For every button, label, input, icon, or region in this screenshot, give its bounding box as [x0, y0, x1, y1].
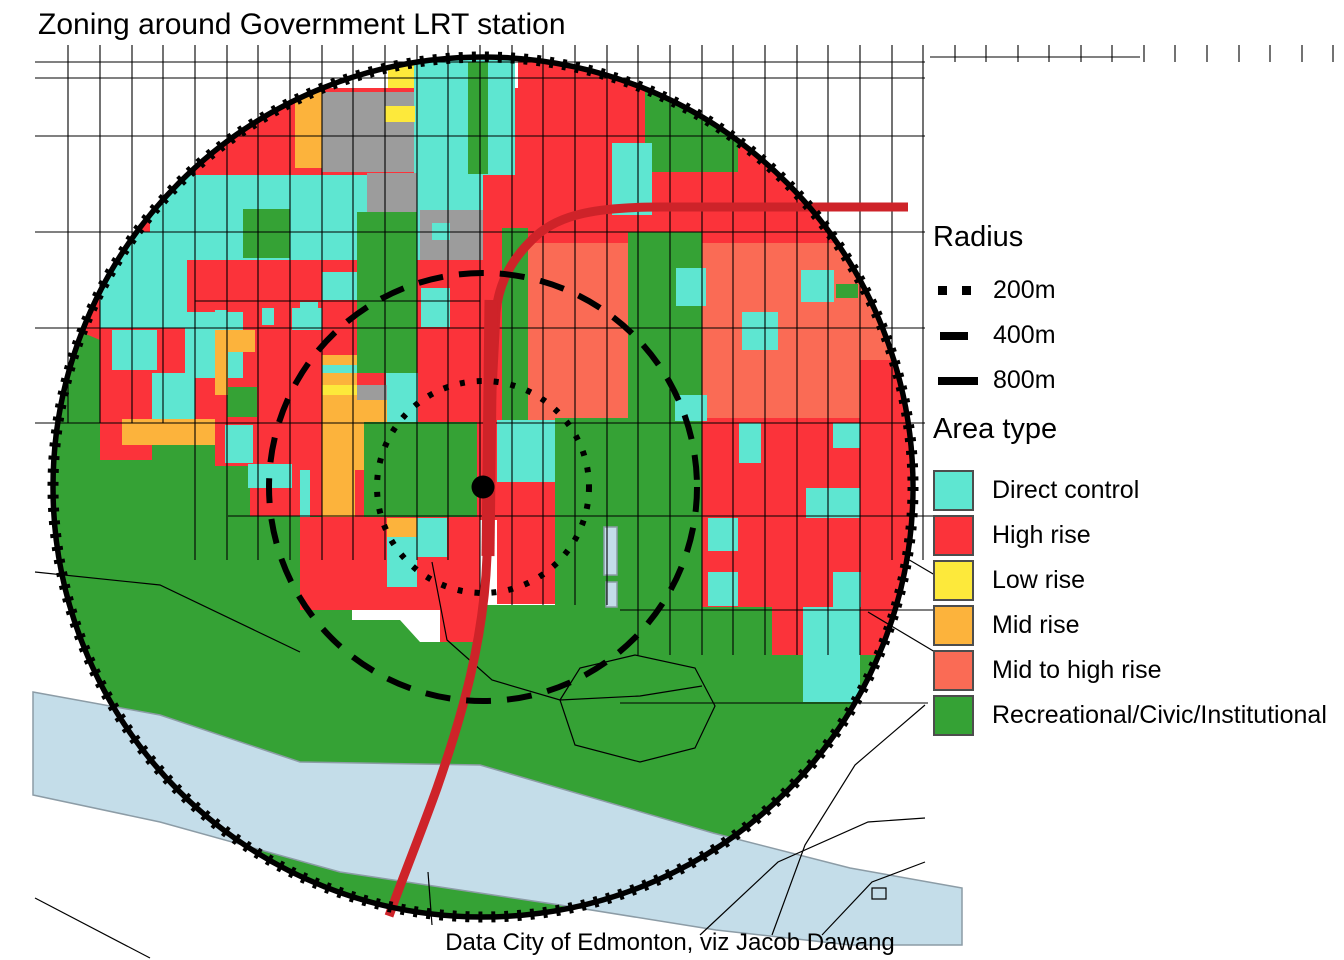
area-legend-title: Area type	[933, 413, 1058, 445]
radius-label: 200m	[993, 276, 1056, 304]
overlay-layer	[32, 51, 963, 959]
area-label: Mid rise	[992, 611, 1080, 639]
area-swatch	[933, 605, 974, 646]
radius-legend: Radius 200m 400m 800m	[933, 220, 1056, 403]
area-item-low-rise: Low rise	[933, 560, 1327, 601]
caption: Data City of Edmonton, viz Jacob Dawang	[445, 929, 895, 956]
area-swatch	[933, 515, 974, 556]
radius-legend-title: Radius	[933, 221, 1024, 253]
radius-symbol-dotted	[933, 286, 993, 295]
area-label: High rise	[992, 521, 1091, 549]
area-label: Direct control	[992, 476, 1140, 504]
radius-item-400m: 400m	[933, 313, 1056, 358]
area-swatch	[933, 470, 974, 511]
radius-symbol-dashed	[933, 331, 993, 340]
area-item-high-rise: High rise	[933, 515, 1327, 556]
area-swatch	[933, 650, 974, 691]
street-grid-layer	[35, 45, 1334, 704]
area-item-mid-rise: Mid rise	[933, 605, 1327, 646]
radius-symbol-solid	[933, 376, 993, 385]
radius-item-200m: 200m	[933, 268, 1056, 313]
area-label: Recreational/Civic/Institutional	[992, 701, 1327, 729]
area-item-recreational-civic-institutional: Recreational/Civic/Institutional	[933, 695, 1327, 736]
area-swatch	[933, 560, 974, 601]
area-swatch	[933, 695, 974, 736]
radius-label: 400m	[993, 321, 1056, 349]
page-title: Zoning around Government LRT station	[38, 8, 566, 41]
area-label: Mid to high rise	[992, 656, 1162, 684]
area-type-legend: Area type Direct control High rise Low ris…	[933, 412, 1327, 740]
area-legend-items: Direct control High rise Low rise Mid rise M…	[933, 470, 1327, 736]
radius-legend-items: 200m 400m 800m	[933, 268, 1056, 403]
area-item-mid-to-high-rise: Mid to high rise	[933, 650, 1327, 691]
area-item-direct-control: Direct control	[933, 470, 1327, 511]
radius-label: 800m	[993, 366, 1056, 394]
radius-item-800m: 800m	[933, 358, 1056, 403]
area-label: Low rise	[992, 566, 1086, 594]
